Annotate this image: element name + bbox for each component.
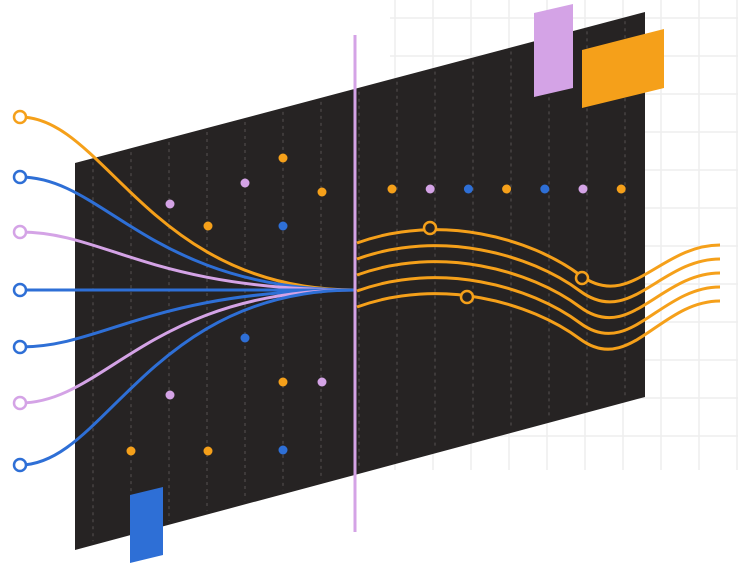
input-line <box>19 288 356 349</box>
lavender-block <box>534 4 573 97</box>
converging-input-lines <box>12 109 356 473</box>
dot <box>240 178 250 188</box>
input-line <box>19 115 356 292</box>
dot <box>278 445 288 455</box>
dot <box>278 221 288 231</box>
input-node-icon <box>12 109 28 125</box>
output-wave <box>356 276 721 335</box>
decor-blocks <box>130 4 664 563</box>
dot <box>616 184 626 194</box>
wave-node-icon <box>422 220 438 236</box>
input-node-icon <box>12 169 28 185</box>
dot <box>165 390 175 400</box>
wave-node-icon <box>459 289 475 305</box>
input-line <box>19 175 356 292</box>
dark-panel <box>75 12 645 550</box>
input-node-icon <box>12 224 28 240</box>
input-node-icon <box>12 395 28 411</box>
output-wave <box>356 292 721 351</box>
blue-block <box>130 487 163 563</box>
dot <box>317 377 327 387</box>
dot <box>540 184 550 194</box>
input-line <box>19 288 356 467</box>
input-node-icon <box>12 339 28 355</box>
wave-node-icon <box>574 270 590 286</box>
dot <box>126 446 136 456</box>
output-wave <box>356 244 721 304</box>
input-node-icon <box>12 282 28 298</box>
input-line <box>19 230 356 292</box>
dot <box>463 184 473 194</box>
scatter-dots <box>126 153 626 456</box>
dot <box>502 184 512 194</box>
output-waves <box>356 220 721 351</box>
dot <box>278 153 288 163</box>
dot <box>387 184 397 194</box>
dot <box>203 221 213 231</box>
dot <box>240 333 250 343</box>
dot <box>203 446 213 456</box>
input-node-icon <box>12 457 28 473</box>
dot <box>278 377 288 387</box>
output-wave <box>356 260 721 320</box>
orange-block <box>582 29 664 108</box>
input-line <box>19 288 356 405</box>
dot <box>317 187 327 197</box>
dot <box>578 184 588 194</box>
dot <box>165 199 175 209</box>
dot <box>425 184 435 194</box>
